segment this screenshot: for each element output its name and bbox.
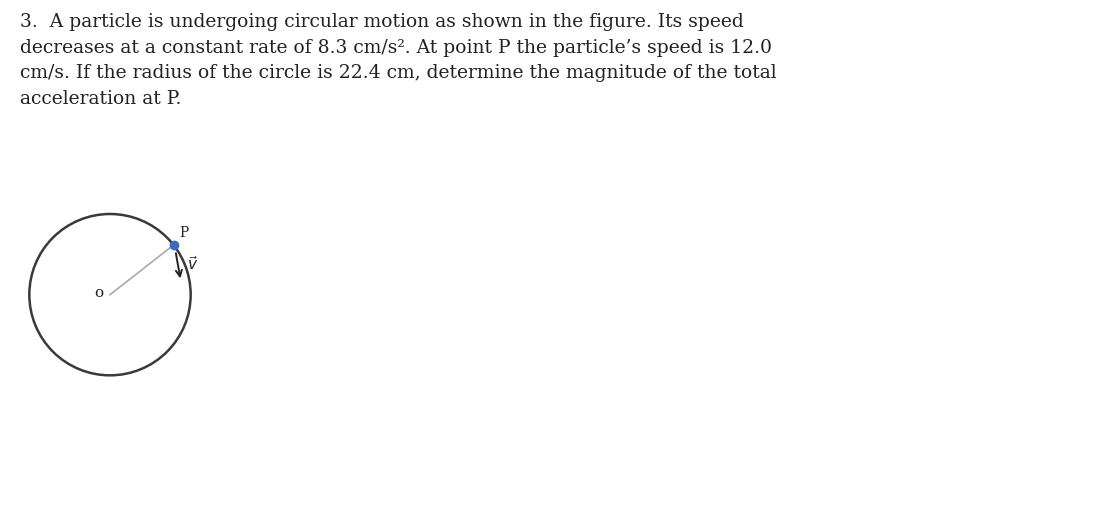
Text: P: P (179, 225, 188, 239)
Text: 3.  A particle is undergoing circular motion as shown in the figure. Its speed
d: 3. A particle is undergoing circular mot… (20, 13, 777, 108)
Text: o: o (95, 286, 103, 300)
Text: $\vec{v}$: $\vec{v}$ (187, 255, 199, 273)
